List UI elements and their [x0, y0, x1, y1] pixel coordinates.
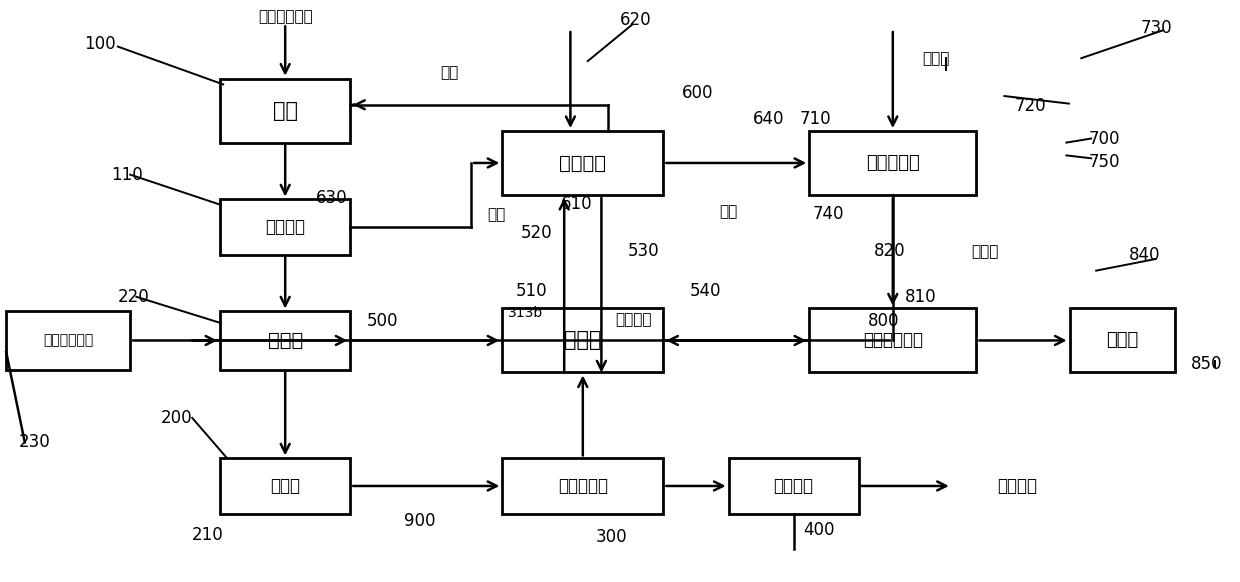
Text: 600: 600	[682, 84, 713, 102]
Text: 燃烧室: 燃烧室	[564, 331, 601, 350]
Text: 贯池: 贯池	[273, 101, 298, 120]
Bar	[221, 459, 351, 513]
Text: 630: 630	[316, 189, 348, 207]
Text: 530: 530	[627, 243, 660, 260]
Text: 热水: 热水	[487, 207, 506, 222]
Text: 500: 500	[367, 313, 398, 330]
Text: 排气筒: 排气筒	[1106, 332, 1138, 349]
Text: 210: 210	[192, 527, 224, 544]
Text: 110: 110	[112, 166, 144, 183]
Text: 有机固废污泥: 有机固废污泥	[258, 9, 312, 24]
Text: 620: 620	[620, 12, 652, 29]
Text: 640: 640	[753, 111, 784, 128]
Text: 900: 900	[404, 513, 435, 530]
Text: 730: 730	[1141, 19, 1173, 37]
Text: 720: 720	[1014, 97, 1047, 115]
Bar	[729, 459, 858, 513]
Text: 热风: 热风	[719, 204, 738, 219]
Text: 电热碳化炉: 电热碳化炉	[558, 477, 608, 495]
Text: 行车抓斗: 行车抓斗	[265, 218, 305, 236]
Text: 750: 750	[1089, 153, 1120, 171]
Text: 碳化产品: 碳化产品	[997, 477, 1037, 495]
Text: 510: 510	[516, 282, 548, 300]
Bar	[502, 131, 663, 195]
Text: 100: 100	[84, 35, 117, 52]
Text: 废气净化装置: 废气净化装置	[43, 333, 93, 347]
Text: 鼓风机: 鼓风机	[923, 51, 950, 66]
Bar	[221, 79, 351, 143]
Text: 尾气净化系统: 尾气净化系统	[863, 332, 923, 349]
Text: 820: 820	[874, 243, 906, 260]
Text: 610: 610	[560, 195, 593, 212]
Text: 空气预热器: 空气预热器	[866, 154, 920, 172]
Text: 710: 710	[800, 111, 832, 128]
Text: 400: 400	[804, 521, 835, 538]
Text: 引风机: 引风机	[971, 244, 998, 259]
Text: 540: 540	[689, 282, 720, 300]
Text: 200: 200	[161, 409, 193, 427]
Bar	[502, 308, 663, 372]
Text: 810: 810	[905, 288, 937, 306]
Bar	[6, 311, 130, 370]
Bar	[808, 308, 976, 372]
Text: 阳光房: 阳光房	[268, 331, 303, 350]
Text: 裂解气体: 裂解气体	[615, 313, 651, 328]
Bar	[221, 311, 351, 370]
Text: 740: 740	[812, 205, 843, 223]
Text: 热水: 热水	[440, 65, 459, 80]
Text: 水冷出渣: 水冷出渣	[774, 477, 813, 495]
Text: 800: 800	[868, 313, 899, 330]
Bar	[808, 131, 976, 195]
Bar	[502, 459, 663, 513]
Text: 840: 840	[1128, 246, 1159, 264]
Bar	[221, 199, 351, 255]
Bar	[1069, 308, 1174, 372]
Text: 余热锅炉: 余热锅炉	[559, 154, 606, 172]
Text: 220: 220	[118, 288, 150, 306]
Text: 520: 520	[521, 224, 553, 242]
Text: 230: 230	[19, 434, 51, 451]
Text: 700: 700	[1089, 130, 1120, 147]
Text: 300: 300	[595, 528, 627, 545]
Text: 翻槽机: 翻槽机	[270, 477, 300, 495]
Text: 313b: 313b	[508, 306, 543, 320]
Text: 850: 850	[1190, 356, 1221, 373]
